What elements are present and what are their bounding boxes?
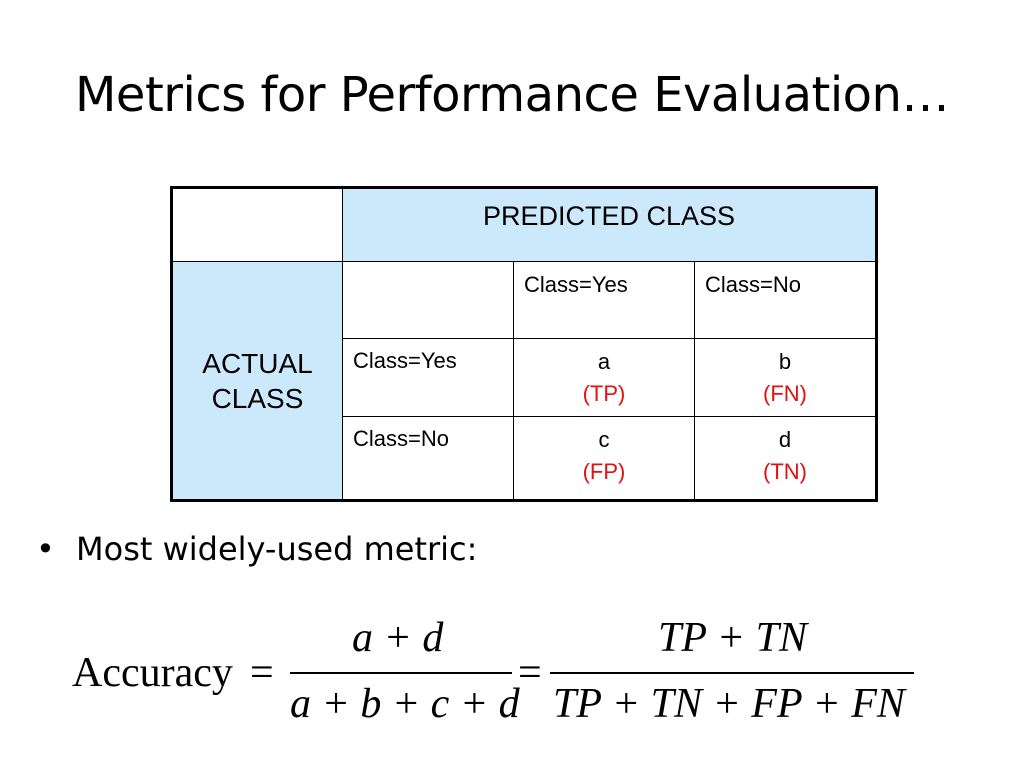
cell-value: d	[778, 427, 792, 452]
fraction-1-bar	[290, 672, 512, 674]
bullet-item: • Most widely-used metric:	[36, 526, 477, 572]
cell-value: c	[598, 427, 610, 452]
table-row: PREDICTED CLASS	[171, 187, 877, 262]
actual-header-line-1: ACTUAL	[202, 347, 313, 379]
fraction-1-denominator: a + b + c + d	[290, 681, 520, 727]
cell-fn: b (FN)	[694, 338, 877, 417]
row-header-class-no: Class=No	[342, 416, 514, 501]
actual-class-header: ACTUAL CLASS	[171, 261, 343, 501]
table-row: Class=No c (FP) d (TN)	[172, 416, 877, 501]
cell-tn: d (TN)	[694, 416, 877, 501]
predicted-class-header: PREDICTED CLASS	[342, 187, 877, 262]
fraction-2-numerator: TP + TN	[658, 615, 807, 661]
table-row: ACTUAL CLASS Class=Yes Class=No	[171, 261, 877, 501]
fraction-2-denominator: TP + TN + FP + FN	[553, 681, 905, 727]
cell-abbreviation: (TP)	[582, 381, 626, 406]
cell-tp: a (TP)	[513, 338, 695, 417]
cell-value: a	[597, 349, 611, 374]
column-header-class-no: Class=No	[694, 261, 877, 339]
confusion-matrix-table: PREDICTED CLASS ACTUAL CLASS Class=Yes C…	[170, 186, 878, 502]
fraction-1-numerator: a + d	[352, 615, 444, 661]
formula-equals-sign: =	[250, 650, 274, 696]
bullet-icon: •	[36, 530, 55, 568]
formula-equals-sign-2: =	[518, 650, 542, 696]
actual-header-line-2: CLASS	[211, 382, 304, 414]
formula-lhs: Accuracy	[72, 650, 233, 696]
column-header-class-yes: Class=Yes	[513, 261, 695, 339]
table-row: Class=Yes a (TP) b (FN)	[172, 338, 877, 417]
cell-abbreviation: (TN)	[763, 459, 807, 484]
empty-corner-cell	[171, 187, 343, 262]
row-header-class-yes: Class=Yes	[342, 338, 514, 417]
slide-title: Metrics for Performance Evaluation…	[75, 67, 949, 123]
fraction-2-bar	[550, 672, 914, 674]
cell-value: b	[778, 349, 792, 374]
empty-subheader-cell	[342, 261, 514, 339]
bullet-text: Most widely-used metric:	[76, 530, 478, 568]
cell-abbreviation: (FN)	[763, 381, 807, 406]
cell-fp: c (FP)	[513, 416, 695, 501]
cell-abbreviation: (FP)	[582, 459, 626, 484]
